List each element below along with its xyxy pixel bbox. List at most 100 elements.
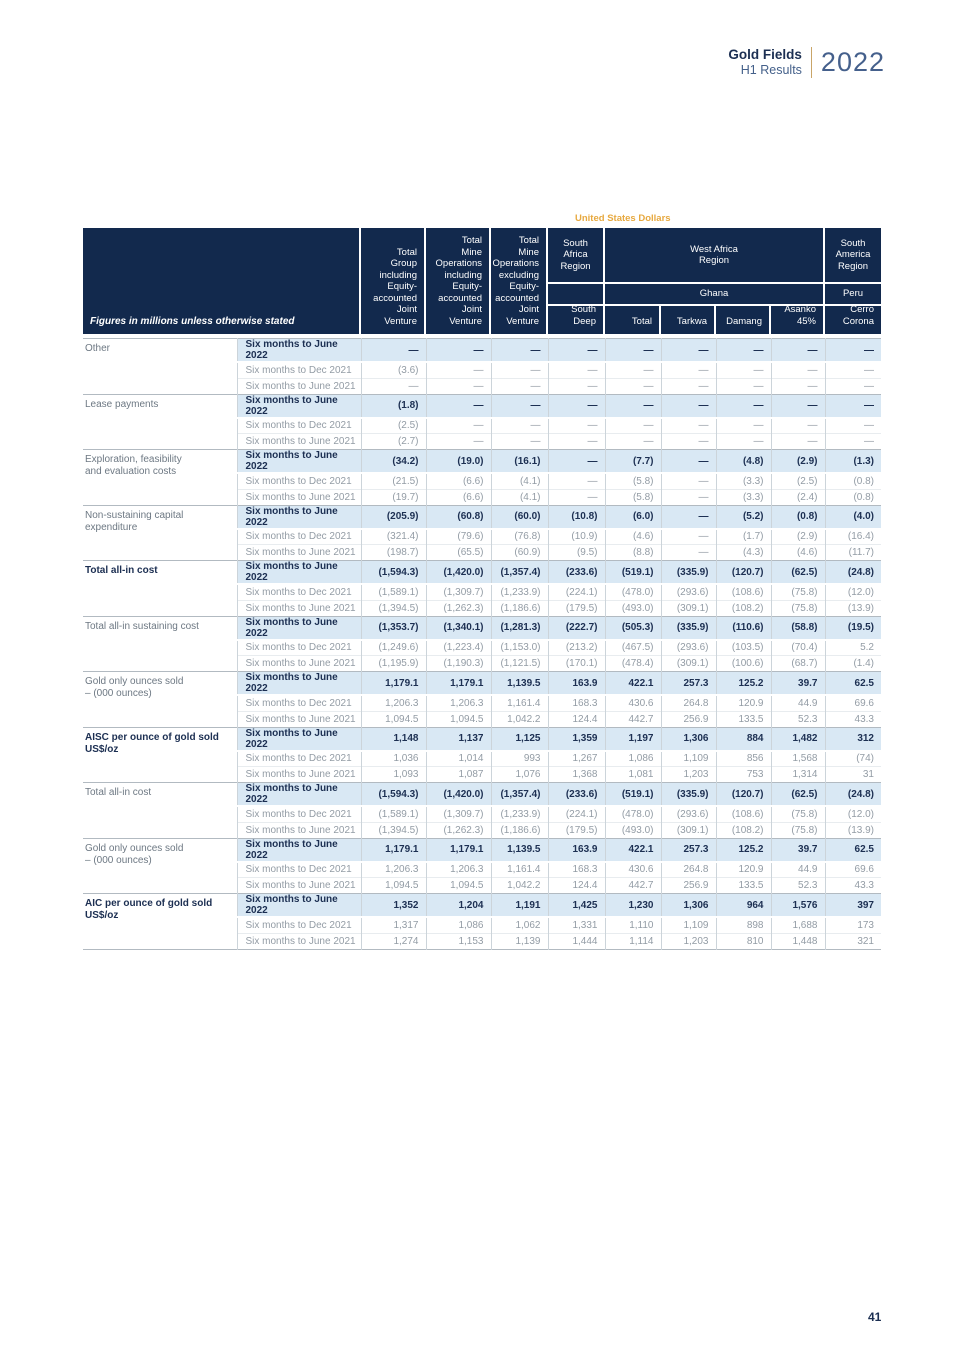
value-cell: (1,420.0)	[425, 782, 491, 807]
value-cell: 125.2	[715, 671, 771, 696]
value-cell: 1,062	[490, 917, 548, 933]
period-label: Six months to June 2021	[236, 877, 361, 894]
period-label: Six months to Dec 2021	[236, 362, 361, 378]
value-cell: 1,094.5	[360, 710, 426, 727]
row-group: Exploration, feasibility and evaluation …	[83, 449, 881, 505]
column-header-asanko: Asanko 45%	[771, 304, 823, 334]
value-cell: 1,148	[360, 727, 426, 752]
value-cell: (309.1)	[660, 599, 716, 616]
value-cell: (75.8)	[770, 599, 825, 616]
corner-label: Figures in millions unless otherwise sta…	[83, 228, 359, 334]
value-cell: 397	[824, 893, 881, 918]
row-label: Non-sustaining capital expenditure	[83, 505, 237, 561]
value-cell: —	[715, 362, 771, 378]
period-label: Six months to Dec 2021	[236, 917, 361, 933]
value-cell: —	[604, 394, 661, 419]
value-cell: 1,448	[770, 932, 825, 949]
value-cell: 1,688	[770, 917, 825, 933]
value-cell: (60.0)	[490, 505, 548, 530]
period-label: Six months to June 2022	[236, 671, 361, 696]
value-cell: 1,076	[490, 766, 548, 783]
value-cell: 1,230	[604, 893, 661, 918]
value-cell: —	[660, 488, 716, 505]
value-cell: 1,197	[604, 727, 661, 752]
value-cell: (68.7)	[770, 655, 825, 672]
column-header-tarkwa: Tarkwa	[661, 306, 714, 334]
period-label: Six months to June 2022	[236, 727, 361, 752]
value-cell: (10.8)	[547, 505, 605, 530]
value-cell: —	[547, 362, 605, 378]
period-label: Six months to Dec 2021	[236, 639, 361, 656]
value-cell: —	[547, 433, 605, 450]
value-cell: 1,087	[425, 766, 491, 783]
period-label: Six months to June 2022	[236, 505, 361, 530]
table-row: Six months to June 2021 (19.7) (6.6) (4.1) —…	[83, 488, 881, 505]
value-cell: (79.6)	[425, 528, 491, 545]
value-cell: 1,094.5	[360, 877, 426, 894]
value-cell: 1,267	[547, 750, 605, 767]
value-cell: 257.3	[660, 671, 716, 696]
value-cell: 43.3	[824, 877, 881, 894]
value-cell: 1,482	[770, 727, 825, 752]
value-cell: (213.2)	[547, 639, 605, 656]
value-cell: —	[604, 377, 661, 394]
row-label: AISC per ounce of gold sold US$/oz	[83, 727, 237, 783]
value-cell: (60.9)	[490, 544, 548, 561]
value-cell: (62.5)	[770, 560, 825, 585]
value-cell: 5.2	[824, 639, 881, 656]
column-header-total-group: Total Group including Equity- accounted …	[361, 228, 424, 334]
row-group: AISC per ounce of gold sold US$/oz Six mo…	[83, 727, 881, 783]
value-cell: —	[824, 362, 881, 378]
value-cell: (224.1)	[547, 806, 605, 822]
table-row: Six months to Dec 2021 (1,249.6) (1,223.4)…	[83, 639, 881, 656]
row-label: Exploration, feasibility and evaluation …	[83, 449, 237, 505]
value-cell: (75.8)	[770, 584, 825, 600]
data-table: Other Six months to June 2022— — — — — — — — — Six…	[83, 338, 881, 950]
value-cell: 422.1	[604, 838, 661, 863]
table-row: Six months to June 2021 1,093 1,087 1,076 1,…	[83, 766, 881, 783]
value-cell: (3.3)	[715, 473, 771, 489]
row-group: AIC per ounce of gold sold US$/oz Six mon…	[83, 893, 881, 949]
period-label: Six months to Dec 2021	[236, 584, 361, 600]
period-label: Six months to Dec 2021	[236, 473, 361, 489]
value-cell: (478.4)	[604, 655, 661, 672]
value-cell: —	[660, 449, 716, 474]
table-row: Six months to Dec 2021 (21.5) (6.6) (4.1) —(…	[83, 473, 881, 489]
value-cell: 1,014	[425, 750, 491, 767]
value-cell: (1,153.0)	[490, 639, 548, 656]
period-label: Six months to June 2021	[236, 544, 361, 561]
value-cell: (108.2)	[715, 599, 771, 616]
value-cell: —	[425, 417, 491, 434]
value-cell: (16.4)	[824, 528, 881, 545]
value-cell: 1,036	[360, 750, 426, 767]
value-cell: 1,086	[604, 750, 661, 767]
value-cell: (233.6)	[547, 560, 605, 585]
value-cell: (198.7)	[360, 544, 426, 561]
value-cell: 168.3	[547, 861, 605, 878]
value-cell: —	[360, 377, 426, 394]
value-cell: (58.8)	[770, 616, 825, 641]
period-label: Six months to Dec 2021	[236, 861, 361, 878]
value-cell: (179.5)	[547, 599, 605, 616]
value-cell: (467.5)	[604, 639, 661, 656]
value-cell: (0.8)	[824, 488, 881, 505]
column-header-south-deep: South Deep	[548, 304, 603, 334]
value-cell: —	[715, 417, 771, 434]
value-cell: 1,161.4	[490, 861, 548, 878]
value-cell: (1.7)	[715, 528, 771, 545]
value-cell: 1,206.3	[425, 861, 491, 878]
table-row: Six months to Dec 2021 1,206.3 1,206.3 1,16…	[83, 861, 881, 878]
value-cell: (21.5)	[360, 473, 426, 489]
value-cell: 256.9	[660, 710, 716, 727]
value-cell: (4.1)	[490, 488, 548, 505]
period-label: Six months to June 2022	[236, 782, 361, 807]
row-group: Total all-in cost Six months to June 2022…	[83, 782, 881, 838]
value-cell: 810	[715, 932, 771, 949]
value-cell: —	[490, 394, 548, 419]
value-cell: (179.5)	[547, 821, 605, 838]
row-label: Other	[83, 338, 237, 394]
table-row: AISC per ounce of gold sold US$/oz Six mo…	[83, 727, 881, 783]
value-cell: 1,086	[425, 917, 491, 933]
value-cell: 264.8	[660, 695, 716, 711]
